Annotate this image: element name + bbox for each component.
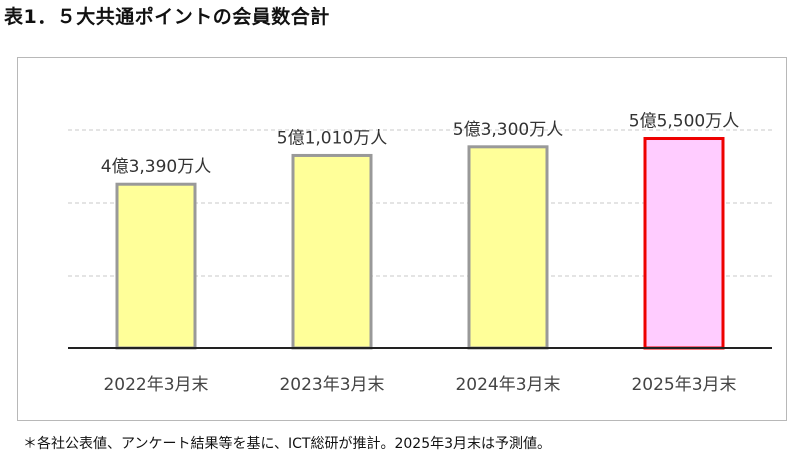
bar-1 [115, 182, 197, 350]
x-tick-label-3: 2024年3月末 [455, 375, 560, 395]
bar-4 [643, 137, 725, 350]
footnote: ＊各社公表値、アンケート結果等を基に、ICT総研が推計。2025年3月末は予測値… [23, 436, 552, 452]
bar-3 [467, 145, 549, 350]
data-label-1: 4億3,390万人 [101, 157, 211, 177]
chart-title: 表1．５大共通ポイントの会員数合計 [4, 6, 330, 28]
x-tick-labels: 2022年3月末 2023年3月末 2024年3月末 2025年3月末 [103, 375, 736, 395]
gridlines [68, 129, 772, 277]
data-label-3: 5億3,300万人 [453, 120, 563, 140]
x-tick-label-4: 2025年3月末 [631, 375, 736, 395]
data-label-4: 5億5,500万人 [629, 112, 739, 132]
x-tick-label-1: 2022年3月末 [103, 375, 208, 395]
bar-2 [291, 153, 373, 350]
data-label-2: 5億1,010万人 [277, 128, 387, 148]
x-tick-label-2: 2023年3月末 [279, 375, 384, 395]
data-labels: 4億3,390万人 5億1,010万人 5億3,300万人 5億5,500万人 [101, 112, 739, 178]
